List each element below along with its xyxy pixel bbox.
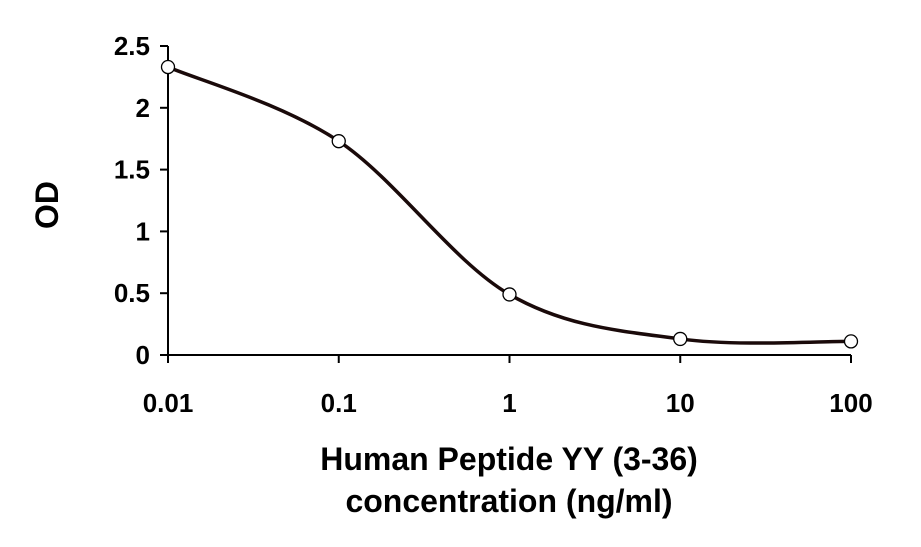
data-point [502, 287, 517, 302]
data-points [160, 59, 859, 349]
data-point [673, 331, 688, 347]
data-point [843, 334, 859, 349]
y-tick-label: 2.5 [114, 31, 150, 61]
y-tick-label: 0 [136, 340, 150, 370]
y-tick-label: 1.5 [114, 155, 150, 185]
x-axis-title-line1: Human Peptide YY (3-36) [320, 441, 698, 477]
series-curve [167, 65, 852, 345]
x-tick-label: 0.1 [321, 388, 357, 418]
y-tick-label: 0.5 [114, 278, 150, 308]
x-axis-title-line2: concentration (ng/ml) [345, 483, 672, 519]
x-tick-label: 100 [829, 388, 872, 418]
y-axis-title: OD [29, 181, 65, 229]
y-tick-label: 1 [136, 216, 150, 246]
x-tick-label: 0.01 [143, 388, 194, 418]
x-tick-label: 1 [502, 388, 516, 418]
y-tick-label: 2 [136, 93, 150, 123]
data-point [160, 59, 176, 75]
y-axis-ticks: 0 0.5 1 1.5 2 2.5 [114, 31, 168, 370]
x-axis-ticks: 0.01 0.1 1 10 100 [143, 355, 873, 418]
data-point [331, 134, 346, 149]
x-tick-label: 10 [666, 388, 695, 418]
